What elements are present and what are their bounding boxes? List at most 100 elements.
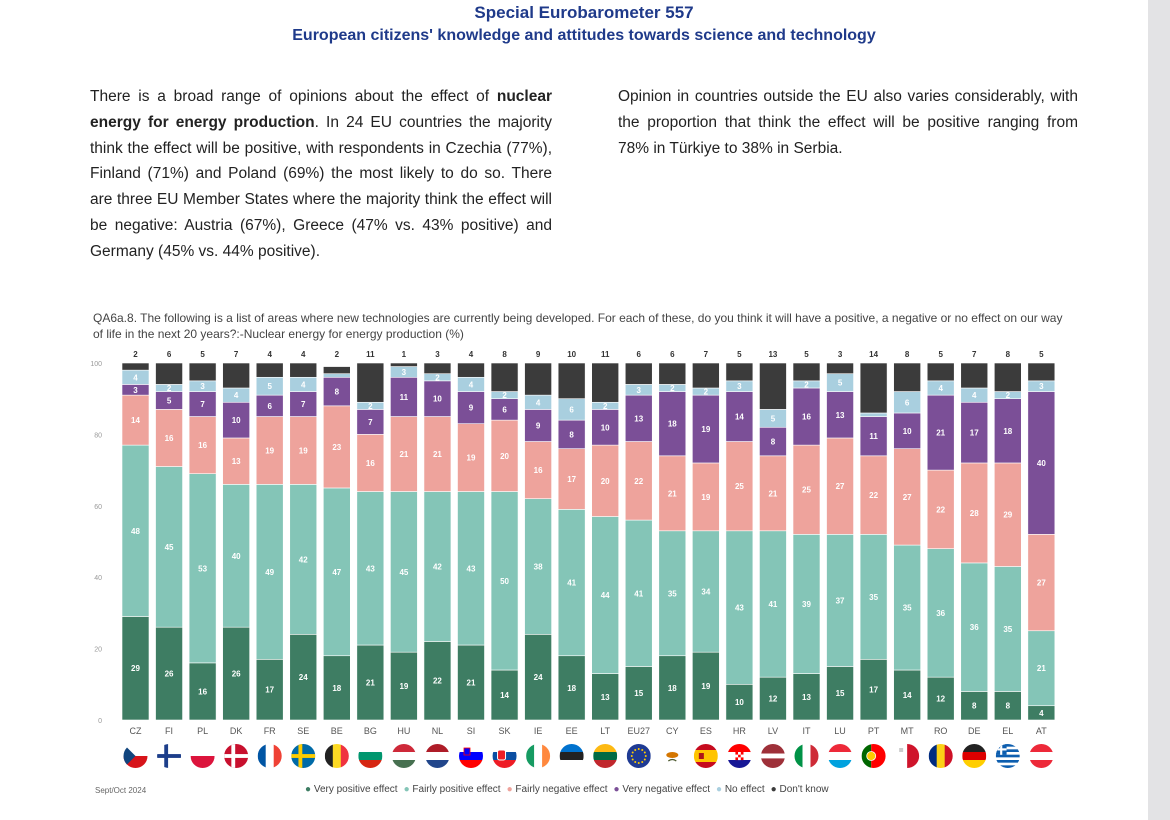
flag-part (425, 760, 450, 768)
bar-segment (792, 444, 821, 535)
data-label: 14 (500, 691, 509, 700)
data-label: 4 (1039, 709, 1044, 718)
data-label: 10 (601, 423, 610, 432)
category-label: PT (868, 726, 880, 736)
chart-question: QA6a.8. The following is a list of areas… (93, 311, 1063, 341)
flag-part (358, 752, 383, 761)
data-label: 13 (634, 414, 643, 423)
flag-part (693, 750, 718, 762)
flag-part (735, 752, 739, 755)
bar-segment (490, 362, 519, 392)
bar-segment (490, 669, 519, 721)
data-label: 16 (165, 434, 174, 443)
legend-swatch-icon: ● (403, 784, 413, 795)
flag-part (995, 752, 1020, 755)
data-label: 21 (467, 679, 476, 688)
flag-part (936, 744, 945, 768)
flag-part (340, 744, 349, 768)
data-label: 23 (332, 443, 341, 452)
data-label: 13 (601, 693, 610, 702)
bar-segment (792, 673, 821, 721)
data-label: 43 (467, 564, 476, 573)
data-label: 35 (668, 589, 677, 598)
flag-part (324, 744, 334, 768)
data-label: 19 (265, 446, 274, 455)
bar-segment (658, 391, 687, 457)
dont-know-label: 6 (670, 350, 675, 359)
data-label: 42 (433, 562, 442, 571)
poland-flag-icon (190, 744, 215, 768)
data-label: 15 (836, 689, 845, 698)
bar-segment (457, 491, 485, 646)
data-label: 35 (1003, 625, 1012, 634)
bar-segment (457, 644, 485, 721)
category-label: LV (768, 726, 778, 736)
flag-part (391, 752, 416, 761)
flag-part (962, 752, 987, 761)
dont-know-label: 10 (567, 350, 576, 359)
y-tick-label: 80 (94, 432, 102, 439)
bar-segment (457, 391, 485, 424)
data-label: 2 (603, 402, 608, 411)
flag-part (641, 748, 644, 751)
y-tick-label: 40 (94, 575, 102, 582)
data-label: 5 (838, 379, 843, 388)
bar-segment (524, 362, 552, 396)
belgium-flag-icon (324, 744, 349, 768)
category-label: EE (566, 726, 578, 736)
data-label: 19 (701, 682, 710, 691)
bar-segment (222, 401, 250, 439)
bar-segment (993, 462, 1022, 567)
netherlands-flag-icon (425, 744, 450, 768)
data-label: 22 (433, 677, 442, 686)
bar-segment (591, 516, 620, 674)
dont-know-label: 3 (838, 350, 843, 359)
bar-segment (188, 391, 217, 417)
data-label: 5 (167, 396, 172, 405)
data-label: 4 (972, 391, 977, 400)
bar-segment (960, 462, 989, 564)
category-label: MT (901, 726, 914, 736)
data-label: 29 (131, 664, 140, 673)
flag-part (265, 744, 274, 768)
data-label: 27 (903, 493, 912, 502)
bar-segment (859, 416, 888, 457)
flag-part (740, 754, 744, 758)
category-label: CY (666, 726, 679, 736)
data-label: 11 (869, 432, 878, 441)
data-label: 24 (299, 673, 308, 682)
bar-segment (524, 441, 552, 499)
hungary-flag-icon (391, 744, 416, 768)
data-label: 24 (534, 673, 543, 682)
flag-part (802, 744, 811, 768)
estonia-flag-icon (559, 744, 584, 768)
data-label: 36 (970, 623, 979, 632)
flag-part (735, 754, 739, 758)
flag-part (559, 744, 584, 753)
flag-part (693, 744, 718, 750)
denmark-flag-icon (224, 744, 249, 768)
bar-segment (557, 448, 586, 510)
bar-segment (692, 362, 720, 389)
bar-segment (524, 409, 552, 442)
legend-label: Fairly positive effect (412, 784, 501, 795)
data-label: 14 (903, 691, 912, 700)
dont-know-label: 9 (536, 350, 541, 359)
flag-part (740, 752, 744, 755)
legend-item: ● Fairly positive effect (404, 784, 501, 795)
bar-segment (255, 484, 284, 660)
data-label: 2 (435, 373, 440, 382)
flag-part (358, 744, 383, 753)
legend-item: ● Don't know (771, 784, 829, 795)
flag-part (593, 760, 618, 768)
flag-part (644, 755, 647, 757)
data-label: 43 (735, 604, 744, 613)
flag-part (492, 760, 517, 768)
lithuania-flag-icon (593, 744, 618, 768)
flag-part (995, 760, 1020, 763)
bar-segment (121, 394, 150, 446)
data-label: 19 (701, 425, 710, 434)
category-label: IT (803, 726, 812, 736)
dont-know-label: 2 (133, 350, 138, 359)
flag-part (634, 761, 637, 764)
